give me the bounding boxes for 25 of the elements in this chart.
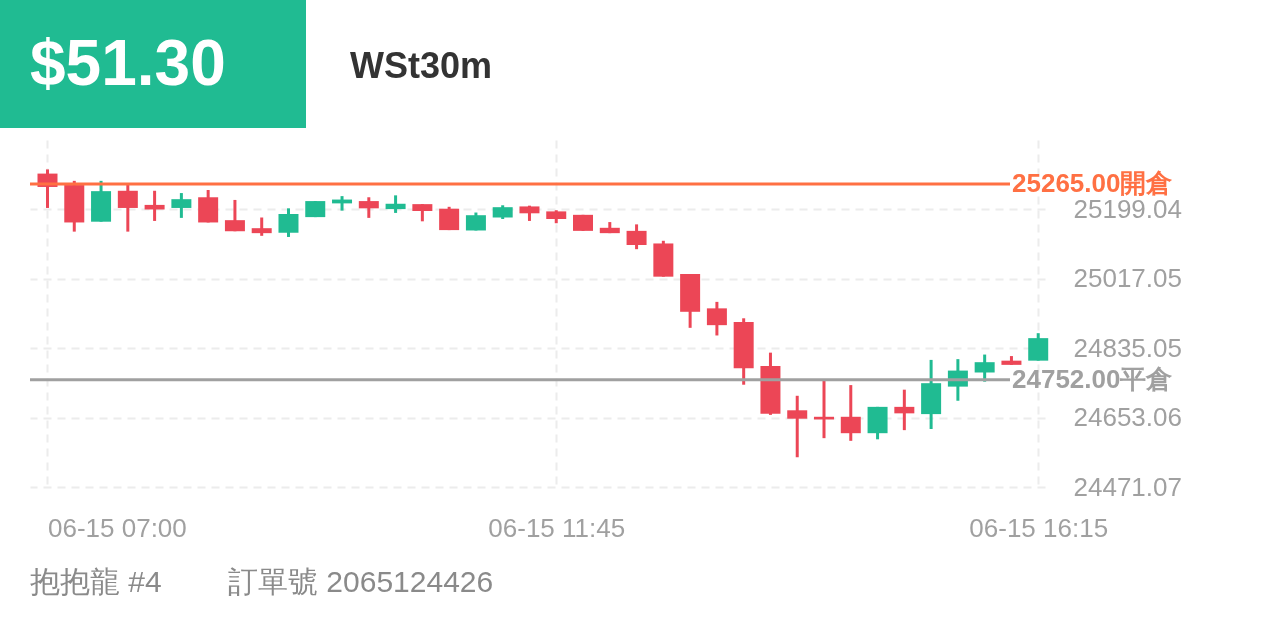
candlestick xyxy=(706,300,727,336)
candlestick xyxy=(626,224,647,251)
candlestick xyxy=(278,208,299,237)
chart-title: WSt30m xyxy=(350,45,493,86)
candlestick xyxy=(974,354,995,382)
candlestick xyxy=(224,198,245,233)
chart-subtitle: $51.30 xyxy=(30,27,226,99)
candlestick xyxy=(251,217,272,236)
candlestick xyxy=(840,385,861,441)
x-tick-label: 06-15 16:15 xyxy=(969,512,1109,543)
candlestick xyxy=(787,394,808,458)
x-tick-label: 06-15 11:45 xyxy=(488,512,626,543)
candlestick xyxy=(117,184,138,232)
y-tick-label: 24653.06 xyxy=(1073,402,1182,433)
candlestick xyxy=(894,389,915,432)
y-tick-label: 25017.05 xyxy=(1073,263,1182,294)
candlestick xyxy=(358,197,379,218)
ref-line-label: 24752.00平倉 xyxy=(1012,363,1174,394)
text: 訂單號 2065124426 xyxy=(228,565,494,598)
candlestick xyxy=(1028,333,1049,361)
candlestick xyxy=(171,193,192,218)
y-tick-label: 24471.07 xyxy=(1073,471,1182,502)
x-tick-label: 06-15 07:00 xyxy=(48,512,187,543)
text: 抱抱龍 #4 xyxy=(30,565,162,598)
y-tick-label: 24835.05 xyxy=(1073,332,1182,363)
